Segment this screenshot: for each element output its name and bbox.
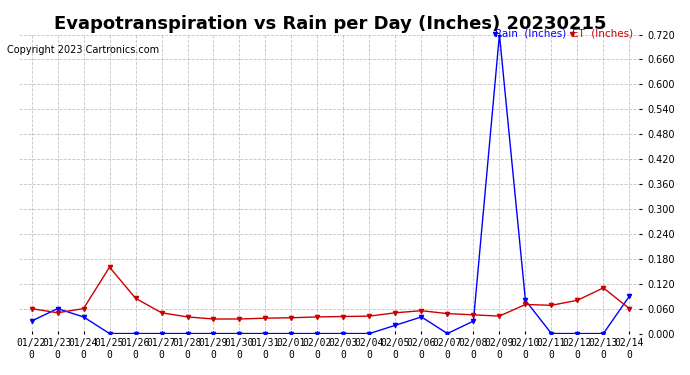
Rain  (Inches) (262, 331, 270, 336)
Rain  (Inches) (495, 32, 504, 37)
Line: ET  (Inches): ET (Inches) (30, 265, 631, 321)
ET  (Inches) (417, 309, 426, 313)
ET  (Inches) (365, 314, 373, 318)
Text: Copyright 2023 Cartronics.com: Copyright 2023 Cartronics.com (7, 45, 159, 55)
Rain  (Inches) (313, 331, 322, 336)
Rain  (Inches) (235, 331, 244, 336)
ET  (Inches) (339, 314, 348, 319)
Rain  (Inches) (79, 315, 88, 319)
ET  (Inches) (573, 298, 582, 303)
ET  (Inches) (521, 302, 529, 307)
Title: Evapotranspiration vs Rain per Day (Inches) 20230215: Evapotranspiration vs Rain per Day (Inch… (55, 15, 607, 33)
ET  (Inches) (391, 310, 400, 315)
Rain  (Inches) (625, 294, 633, 298)
ET  (Inches) (495, 314, 504, 318)
Rain  (Inches) (287, 331, 295, 336)
ET  (Inches) (157, 310, 166, 315)
Rain  (Inches) (547, 331, 555, 336)
Rain  (Inches) (106, 331, 114, 336)
ET  (Inches) (313, 315, 322, 319)
ET  (Inches) (443, 311, 451, 316)
ET  (Inches) (469, 313, 477, 317)
Line: Rain  (Inches): Rain (Inches) (30, 33, 631, 336)
Rain  (Inches) (573, 331, 582, 336)
Rain  (Inches) (443, 331, 451, 336)
Rain  (Inches) (365, 331, 373, 336)
ET  (Inches) (287, 315, 295, 320)
ET  (Inches) (131, 296, 139, 300)
Rain  (Inches) (521, 298, 529, 303)
Rain  (Inches) (53, 306, 61, 311)
ET  (Inches) (184, 315, 192, 319)
ET  (Inches) (209, 317, 217, 321)
Rain  (Inches) (209, 331, 217, 336)
ET  (Inches) (106, 265, 114, 269)
Rain  (Inches) (339, 331, 348, 336)
Rain  (Inches) (391, 323, 400, 327)
Rain  (Inches) (157, 331, 166, 336)
Rain  (Inches) (28, 319, 36, 323)
Rain  (Inches) (469, 319, 477, 323)
ET  (Inches) (262, 316, 270, 320)
ET  (Inches) (235, 317, 244, 321)
ET  (Inches) (599, 286, 607, 290)
ET  (Inches) (79, 306, 88, 311)
Rain  (Inches) (417, 315, 426, 319)
Rain  (Inches) (599, 331, 607, 336)
ET  (Inches) (53, 310, 61, 315)
ET  (Inches) (547, 303, 555, 307)
Rain  (Inches) (131, 331, 139, 336)
ET  (Inches) (625, 306, 633, 311)
Legend: Rain  (Inches), ET  (Inches): Rain (Inches), ET (Inches) (491, 25, 637, 43)
Rain  (Inches) (184, 331, 192, 336)
ET  (Inches) (28, 306, 36, 311)
